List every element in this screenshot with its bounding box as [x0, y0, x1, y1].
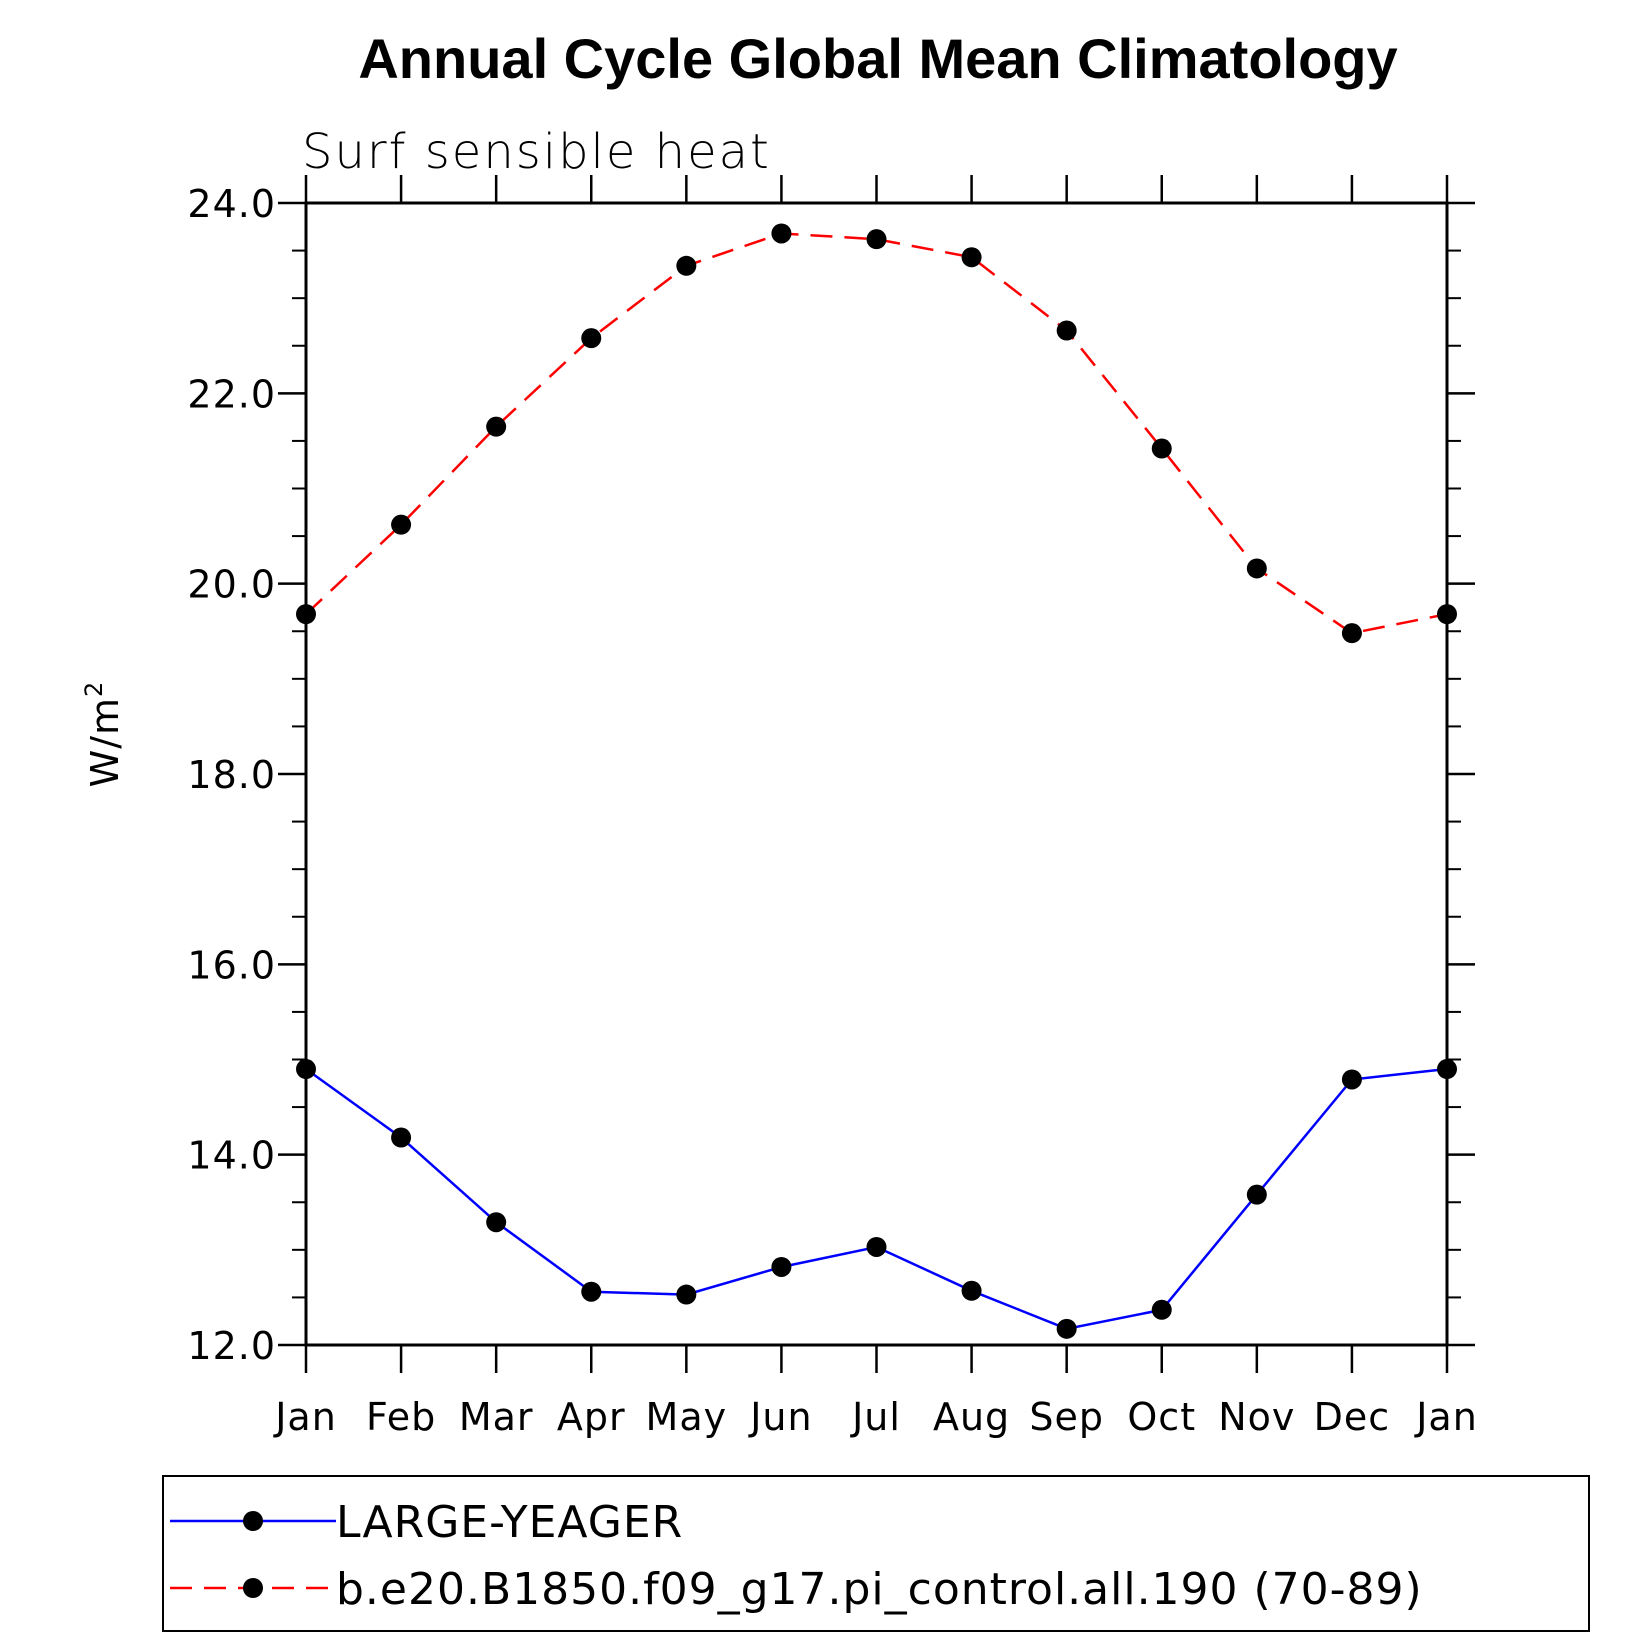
x-tick-labels: Jan Feb Mar Apr May Jun Jul Aug Sep Oct Nov Dec Jan — [273, 1395, 1478, 1439]
axis-ticks — [278, 175, 1475, 1373]
svg-text:W/m2: W/m2 — [80, 681, 127, 788]
data-point — [1437, 1059, 1457, 1080]
x-tick-label: Jan — [273, 1395, 337, 1439]
data-point — [581, 328, 602, 349]
legend-marker-control — [243, 1578, 263, 1598]
data-point — [1246, 1184, 1267, 1205]
series-markers — [296, 223, 1457, 1339]
data-point — [676, 1284, 697, 1305]
series-lines — [305, 232, 1448, 1331]
data-point — [1341, 623, 1362, 644]
data-point — [866, 229, 887, 250]
data-point — [296, 1059, 316, 1080]
x-tick-label: Jun — [748, 1395, 812, 1439]
y-tick-label: 22.0 — [187, 372, 276, 416]
data-point — [581, 1281, 602, 1302]
data-point — [866, 1236, 887, 1257]
data-point — [486, 416, 507, 437]
legend: LARGE-YEAGER b.e20.B1850.f09_g17.pi_cont… — [162, 1475, 1590, 1632]
data-point — [1246, 558, 1267, 579]
data-point — [486, 1212, 507, 1233]
data-point — [1056, 1318, 1077, 1339]
x-tick-label: Aug — [933, 1395, 1010, 1439]
legend-label-control: b.e20.B1850.f09_g17.pi_control.all.190 (… — [336, 1564, 1423, 1615]
y-tick-labels: 12.0 14.0 16.0 18.0 20.0 22.0 24.0 — [187, 182, 276, 1368]
plot-frame — [304, 201, 1449, 1347]
y-tick-label: 24.0 — [187, 182, 276, 226]
data-point — [1151, 1299, 1172, 1320]
x-tick-label: Sep — [1029, 1395, 1104, 1439]
legend-box — [162, 1475, 1590, 1632]
data-point — [961, 1280, 982, 1301]
x-tick-label: Oct — [1127, 1395, 1196, 1439]
y-tick-label: 14.0 — [187, 1134, 276, 1178]
x-tick-label: Mar — [459, 1395, 534, 1439]
chart-subtitle: Surf sensible heat — [302, 124, 771, 180]
legend-marker-large-yeager — [243, 1511, 263, 1531]
x-tick-label: Jul — [850, 1395, 901, 1439]
data-point — [391, 1127, 412, 1148]
x-tick-label: Apr — [557, 1395, 626, 1439]
x-tick-label: Jan — [1414, 1395, 1478, 1439]
data-point — [1341, 1069, 1362, 1090]
x-tick-label: May — [646, 1395, 728, 1439]
y-axis-label: W/m2 — [80, 681, 127, 788]
chart-title: Annual Cycle Global Mean Climatology — [358, 27, 1397, 90]
data-point — [1056, 320, 1077, 341]
plot-border — [304, 201, 1449, 1347]
x-tick-label: Feb — [366, 1395, 436, 1439]
x-tick-label: Nov — [1218, 1395, 1295, 1439]
series-line-1 — [305, 232, 1448, 635]
data-point — [771, 223, 792, 244]
data-point — [391, 514, 412, 535]
data-point — [1437, 604, 1457, 625]
data-point — [296, 604, 316, 625]
y-axis-label-text: W/m — [83, 697, 127, 787]
legend-label-large-yeager: LARGE-YEAGER — [336, 1497, 683, 1548]
y-tick-label: 16.0 — [187, 943, 276, 987]
y-tick-label: 20.0 — [187, 563, 276, 607]
data-point — [771, 1256, 792, 1277]
series-line-0 — [305, 1067, 1448, 1331]
data-point — [676, 255, 697, 276]
data-point — [1151, 438, 1172, 459]
y-axis-label-superscript: 2 — [80, 681, 108, 697]
x-tick-label: Dec — [1314, 1395, 1391, 1439]
y-tick-label: 12.0 — [187, 1324, 276, 1368]
y-tick-label: 18.0 — [187, 753, 276, 797]
data-point — [961, 247, 982, 268]
